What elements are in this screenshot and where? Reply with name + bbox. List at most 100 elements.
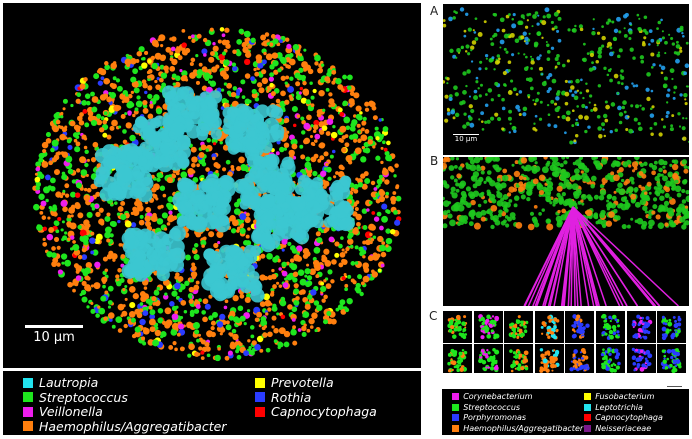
cell-mark [456, 368, 460, 373]
cell-mark [670, 37, 674, 41]
cell-mark [473, 95, 478, 101]
cell-mark [685, 41, 689, 45]
cell-mark [467, 52, 471, 56]
cell-mark [660, 18, 663, 22]
cell-mark [555, 215, 563, 223]
thumbnail [565, 344, 595, 373]
cell-mark [155, 84, 161, 90]
cell-mark [142, 341, 147, 346]
cell-mark [285, 75, 290, 80]
cell-mark [684, 220, 689, 226]
cell-mark [217, 39, 222, 44]
cell-mark [673, 85, 678, 90]
cell-mark [570, 85, 575, 90]
cell-mark [223, 305, 228, 310]
cell-mark [67, 144, 73, 150]
cell-mark [298, 53, 303, 57]
cell-mark [247, 195, 262, 210]
cell-mark [247, 227, 251, 231]
cell-mark [132, 113, 136, 118]
cell-mark [590, 175, 597, 182]
cell-mark [107, 305, 112, 309]
cell-mark [473, 222, 481, 230]
cell-mark [353, 183, 359, 190]
cell-mark [480, 170, 485, 175]
cell-mark [344, 307, 350, 313]
cell-mark [544, 7, 550, 13]
cell-mark [230, 167, 235, 172]
cell-mark [635, 104, 640, 109]
cell-mark [618, 120, 623, 125]
cell-mark [320, 281, 325, 286]
cell-mark [522, 31, 527, 36]
cell-mark [130, 222, 137, 228]
cell-mark [457, 222, 461, 226]
filament-mark [563, 206, 574, 306]
cell-mark [547, 113, 551, 117]
cell-mark [610, 364, 614, 367]
cell-mark [586, 52, 590, 55]
cell-mark [578, 114, 584, 120]
cell-mark [100, 76, 105, 81]
cell-mark [484, 93, 488, 96]
cell-mark [379, 244, 386, 252]
cell-mark [617, 324, 621, 328]
cell-mark [650, 66, 654, 69]
cell-mark [656, 27, 659, 30]
cell-mark [646, 72, 651, 77]
cell-mark [337, 84, 344, 90]
cell-mark [665, 329, 670, 334]
cell-mark [257, 62, 264, 69]
cell-mark [38, 157, 44, 163]
cell-mark [685, 195, 689, 203]
cell-mark [604, 360, 608, 364]
cell-mark [523, 325, 528, 329]
cell-mark [316, 109, 323, 115]
cell-mark [287, 86, 295, 93]
cell-mark [251, 92, 258, 99]
cell-mark [465, 121, 470, 126]
cell-mark [171, 173, 177, 179]
cell-mark [272, 60, 279, 67]
cell-mark [335, 307, 340, 312]
cell-mark [518, 175, 524, 181]
cell-mark [245, 234, 250, 239]
cell-mark [556, 185, 563, 192]
cell-mark [238, 156, 245, 164]
cell-mark [314, 264, 321, 272]
cell-mark [653, 186, 658, 190]
cell-mark [501, 201, 508, 208]
cell-mark [151, 39, 159, 47]
cell-mark [280, 90, 286, 97]
cell-mark [588, 67, 594, 72]
cell-mark [636, 217, 644, 225]
cell-mark [609, 46, 613, 50]
cell-mark [242, 165, 249, 172]
thumbnail [534, 311, 564, 343]
cell-mark [500, 197, 505, 202]
cell-mark [457, 328, 460, 332]
cell-mark [144, 90, 148, 95]
cell-mark [617, 361, 621, 366]
cell-mark [261, 174, 274, 187]
cell-mark [660, 71, 664, 75]
cell-mark [217, 347, 221, 351]
cell-mark [611, 314, 617, 320]
legend-label: Prevotella [271, 375, 334, 390]
cell-mark [507, 90, 513, 95]
cell-mark [493, 365, 499, 371]
cell-mark [593, 212, 599, 217]
cell-mark [263, 325, 268, 329]
cell-mark [453, 327, 458, 332]
cell-mark [624, 199, 629, 204]
cell-mark [638, 320, 643, 324]
cell-mark [458, 325, 462, 329]
cell-mark [539, 100, 543, 104]
cell-mark [652, 197, 658, 202]
cell-mark [295, 296, 300, 301]
cell-mark [353, 138, 358, 143]
cell-mark [447, 361, 451, 366]
cell-mark [481, 128, 485, 131]
cell-mark [635, 314, 640, 319]
cell-mark [62, 189, 66, 193]
